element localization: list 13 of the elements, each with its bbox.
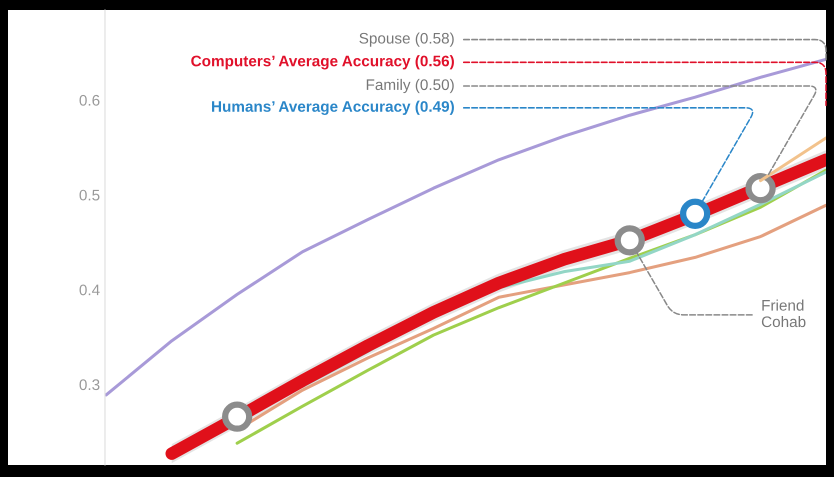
y-tick-label: 0.5	[80, 190, 100, 201]
point	[222, 402, 252, 432]
annotation: Spouse (0.58)	[359, 32, 454, 47]
y-tick-label: 0.6	[80, 94, 100, 106]
point	[680, 198, 710, 229]
point	[745, 173, 776, 204]
y-tick-label: 0.4	[80, 284, 100, 296]
point	[614, 225, 645, 256]
annotation: Humans’ Average Accuracy (0.49)	[212, 100, 454, 115]
annotation: Friend Cohab	[762, 300, 806, 328]
annotation: Computers’ Average Accuracy (0.56)	[191, 55, 454, 70]
annotation: Family (0.50)	[366, 78, 454, 94]
y-tick-label: 0.3	[80, 379, 100, 390]
